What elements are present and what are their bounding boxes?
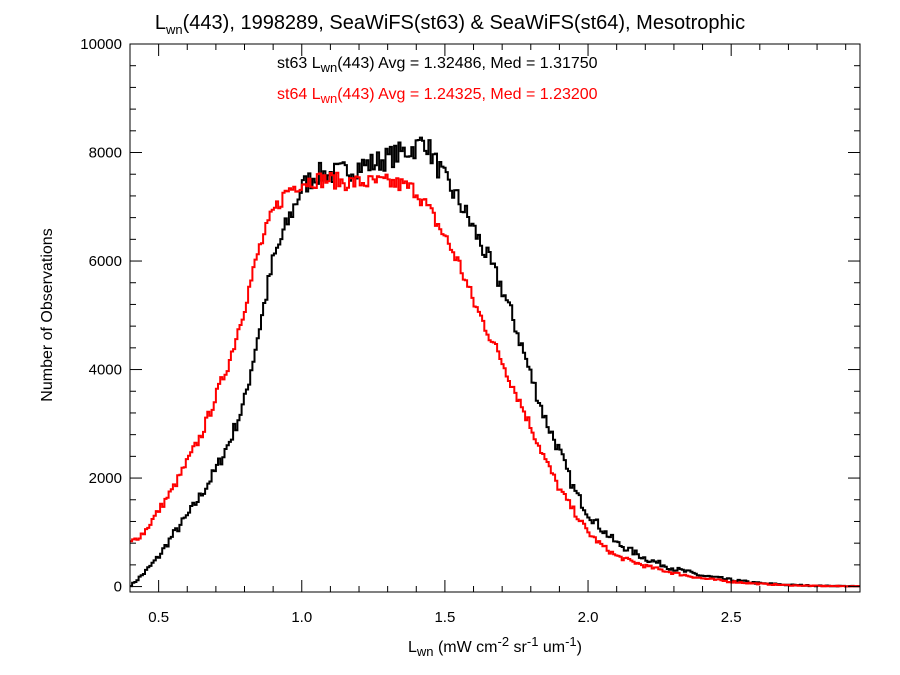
y-tick-label: 0 bbox=[114, 579, 122, 596]
x-tick-label: 2.5 bbox=[721, 609, 742, 626]
x-tick-label: 0.5 bbox=[148, 609, 169, 626]
plot-frame bbox=[129, 43, 861, 593]
x-axis-label-sup1: -2 bbox=[498, 634, 510, 649]
stats-annotation-st64: st64 Lwn(443) Avg = 1.24325, Med = 1.232… bbox=[277, 86, 598, 106]
chart-title: Lwn(443), 1998289, SeaWiFS(st63) & SeaWi… bbox=[155, 12, 745, 37]
x-tick-label: 1.0 bbox=[291, 609, 312, 626]
y-tick-label: 2000 bbox=[89, 470, 122, 487]
x-axis-label: Lwn (mW cm-2 sr-1 um-1) bbox=[408, 634, 582, 659]
chart-title-subscript: wn bbox=[165, 22, 183, 37]
tick-layer: 0.5 1.0 1.5 2.0 2.5 0 2000 4000 6000 8000 10000 bbox=[80, 36, 860, 626]
x-axis-label-part3: um bbox=[538, 639, 565, 656]
y-tick-label: 10000 bbox=[80, 36, 122, 53]
series-layer bbox=[130, 136, 860, 588]
chart-title-rest: (443), 1998289, SeaWiFS(st63) & SeaWiFS(… bbox=[183, 12, 745, 34]
x-axis-label-main: L bbox=[408, 639, 417, 656]
x-axis-label-sub: wn bbox=[416, 644, 434, 659]
series-line-st64 bbox=[130, 171, 860, 588]
x-tick-label: 1.5 bbox=[434, 609, 455, 626]
x-axis-label-part4: ) bbox=[577, 639, 582, 656]
annotation-layer: st63 Lwn(443) Avg = 1.32486, Med = 1.317… bbox=[277, 55, 598, 106]
y-tick-label: 8000 bbox=[89, 145, 122, 162]
x-axis-label-part1: (mW cm bbox=[434, 639, 498, 656]
y-tick-label: 4000 bbox=[89, 362, 122, 379]
chart-title-main: L bbox=[155, 12, 166, 34]
x-tick-label: 2.0 bbox=[578, 609, 599, 626]
x-axis-label-sup2: -1 bbox=[527, 634, 539, 649]
x-axis-label-part2: sr bbox=[509, 639, 527, 656]
stats-annotation-st63: st63 Lwn(443) Avg = 1.32486, Med = 1.317… bbox=[277, 55, 598, 75]
y-axis-label: Number of Observations bbox=[39, 228, 56, 401]
series-line-st63 bbox=[130, 136, 860, 588]
x-axis-label-sup3: -1 bbox=[565, 634, 577, 649]
y-tick-label: 6000 bbox=[89, 253, 122, 270]
